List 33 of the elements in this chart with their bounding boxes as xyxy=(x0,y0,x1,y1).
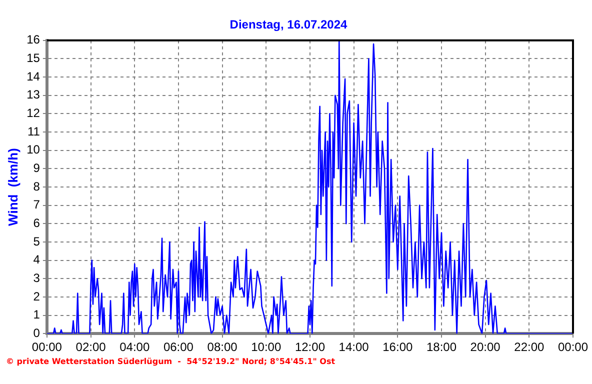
text: © private Wetterstation Süderlügum - 54°52'19.2" Nord; 8°54'45.1" Ost xyxy=(6,357,336,366)
y-tick-label: 0 xyxy=(33,326,40,340)
y-tick-label: 16 xyxy=(26,32,40,47)
x-tick-label: 12:00 xyxy=(294,340,326,354)
x-tick-label: 08:00 xyxy=(207,340,238,354)
y-tick-label: 3 xyxy=(33,270,40,285)
y-tick-label: 4 xyxy=(33,252,40,267)
x-tick-label: 00:00 xyxy=(558,340,588,354)
x-tick-label: 18:00 xyxy=(426,340,457,354)
x-tick-label: 04:00 xyxy=(120,340,150,354)
y-tick-label: 14 xyxy=(26,69,40,84)
x-tick-label: 02:00 xyxy=(76,340,106,354)
y-tick-label: 11 xyxy=(27,124,40,138)
y-tick-label: 1 xyxy=(33,308,40,322)
y-tick-label: 5 xyxy=(33,234,40,248)
y-tick-label: 9 xyxy=(33,160,40,175)
x-tick-label: 06:00 xyxy=(163,340,194,354)
x-tick-label: 00:00 xyxy=(32,340,62,354)
y-tick-label: 15 xyxy=(26,51,40,66)
y-tick-label: 2 xyxy=(33,289,40,304)
x-tick-label: 22:00 xyxy=(514,340,544,354)
y-tick-label: 7 xyxy=(33,198,40,212)
y-tick-label: 8 xyxy=(33,179,40,194)
x-tick-label: 20:00 xyxy=(470,340,501,354)
x-tick-label: 10:00 xyxy=(251,340,282,354)
y-tick-label: 13 xyxy=(26,88,40,102)
y-tick-label: 6 xyxy=(33,216,40,230)
chart-title: Dienstag, 16.07.2024 xyxy=(230,18,348,32)
x-tick-label: 14:00 xyxy=(338,340,370,354)
x-tick-label: 16:00 xyxy=(382,340,413,354)
y-tick-label: 10 xyxy=(26,142,40,157)
y-axis-title: Wind (km/h) xyxy=(5,148,20,226)
y-tick-label: 12 xyxy=(26,106,40,120)
